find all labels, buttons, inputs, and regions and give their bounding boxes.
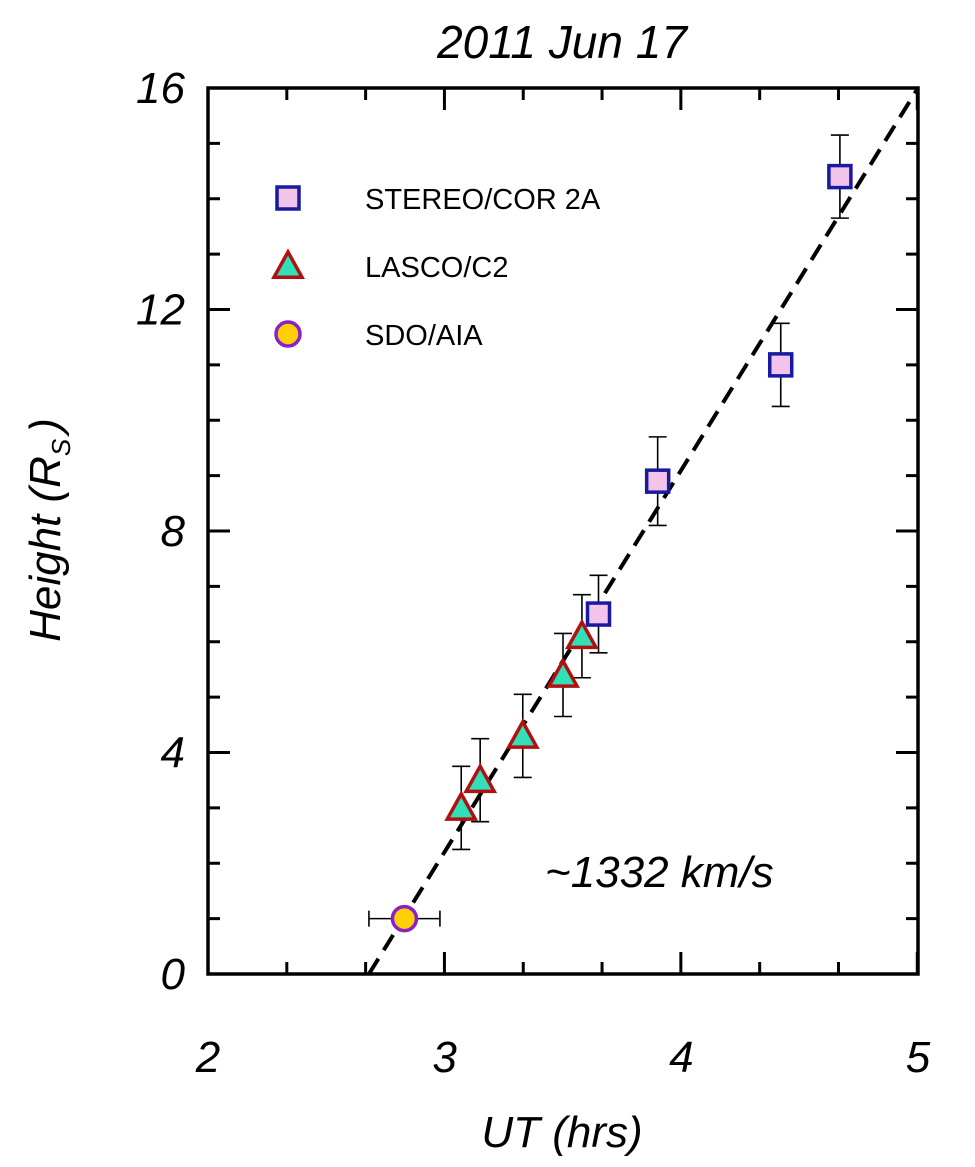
y-tick-label: 12 xyxy=(136,286,185,335)
data-markers xyxy=(390,163,853,933)
fit-line-layer xyxy=(367,86,920,976)
x-tick-label: 4 xyxy=(669,1033,693,1082)
stereo-cor-2a-point xyxy=(585,601,612,627)
stereo-cor-2a-point xyxy=(827,163,853,190)
legend-label-stereo-cor-2a: STEREO/COR 2A xyxy=(365,184,601,216)
y-axis-label: Height (RS) xyxy=(21,418,76,642)
tick-labels: 0 4 8 12 16 2 3 4 5 xyxy=(136,64,931,1082)
y-tick-label: 0 xyxy=(161,950,186,999)
legend-label-lasco-c2: LASCO/C2 xyxy=(365,252,508,284)
axis-ticks xyxy=(206,86,919,976)
plot-frame xyxy=(206,86,920,976)
y-axis-label-main: Height (R xyxy=(21,456,70,642)
legend-marker-stereo-cor-2a xyxy=(275,185,301,211)
sdo-aia-point xyxy=(390,904,419,933)
legend-marker-sdo-aia xyxy=(274,320,302,348)
lasco-c2-point xyxy=(505,718,540,749)
chart-title: 2011 Jun 17 xyxy=(436,16,688,68)
y-tick-label: 4 xyxy=(161,729,185,778)
stereo-cor-2a-point xyxy=(767,352,794,378)
x-tick-label: 5 xyxy=(906,1033,931,1082)
lasco-c2-point xyxy=(546,657,580,688)
x-axis-label: UT (hrs) xyxy=(481,1108,642,1157)
fit-line xyxy=(367,86,920,976)
velocity-annotation: ~1332 km/s xyxy=(545,848,774,897)
y-tick-label: 16 xyxy=(136,64,185,113)
svg-text:Height (RS): Height (RS) xyxy=(21,418,76,642)
lasco-c2-point xyxy=(444,790,479,821)
y-tick-label: 8 xyxy=(161,507,186,556)
x-tick-label: 3 xyxy=(432,1033,457,1082)
lasco-c2-point xyxy=(564,618,599,650)
y-axis-label-close: ) xyxy=(21,418,70,438)
stereo-cor-2a-point xyxy=(644,468,671,494)
legend-marker-lasco-c2 xyxy=(271,248,305,279)
legend: STEREO/COR 2A LASCO/C2 SDO/AIA xyxy=(271,184,601,352)
x-tick-label: 2 xyxy=(195,1033,220,1082)
legend-label-sdo-aia: SDO/AIA xyxy=(365,320,483,352)
lasco-c2-point xyxy=(463,762,498,794)
y-axis-label-subscript: S xyxy=(46,438,76,456)
